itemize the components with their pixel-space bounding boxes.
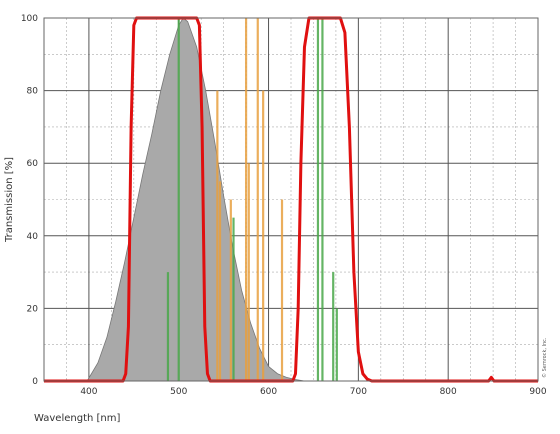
y-tick-label: 20	[27, 304, 39, 314]
x-tick-label: 400	[80, 387, 97, 397]
x-tick-label: 500	[170, 387, 187, 397]
y-tick-label: 100	[21, 14, 38, 24]
y-tick-label: 40	[27, 232, 39, 242]
tick-labels: 400 500 600 700 800 900 0 20 40 60 80 100	[21, 14, 547, 397]
y-tick-label: 0	[32, 377, 38, 387]
credit-text: © Semrock, Inc.	[541, 337, 548, 378]
y-tick-label: 80	[27, 87, 39, 97]
y-axis-label: Transmission [%]	[4, 157, 15, 243]
plot-frame	[43, 17, 539, 382]
x-axis-label: Wavelength [nm]	[34, 413, 120, 424]
filter-transmission-line	[44, 16, 538, 383]
x-tick-label: 900	[529, 387, 546, 397]
y-tick-label: 60	[27, 159, 39, 169]
emission-area	[86, 17, 305, 382]
plot-data	[44, 16, 538, 383]
x-tick-label: 700	[350, 387, 367, 397]
x-tick-label: 600	[260, 387, 277, 397]
x-tick-label: 800	[440, 387, 457, 397]
